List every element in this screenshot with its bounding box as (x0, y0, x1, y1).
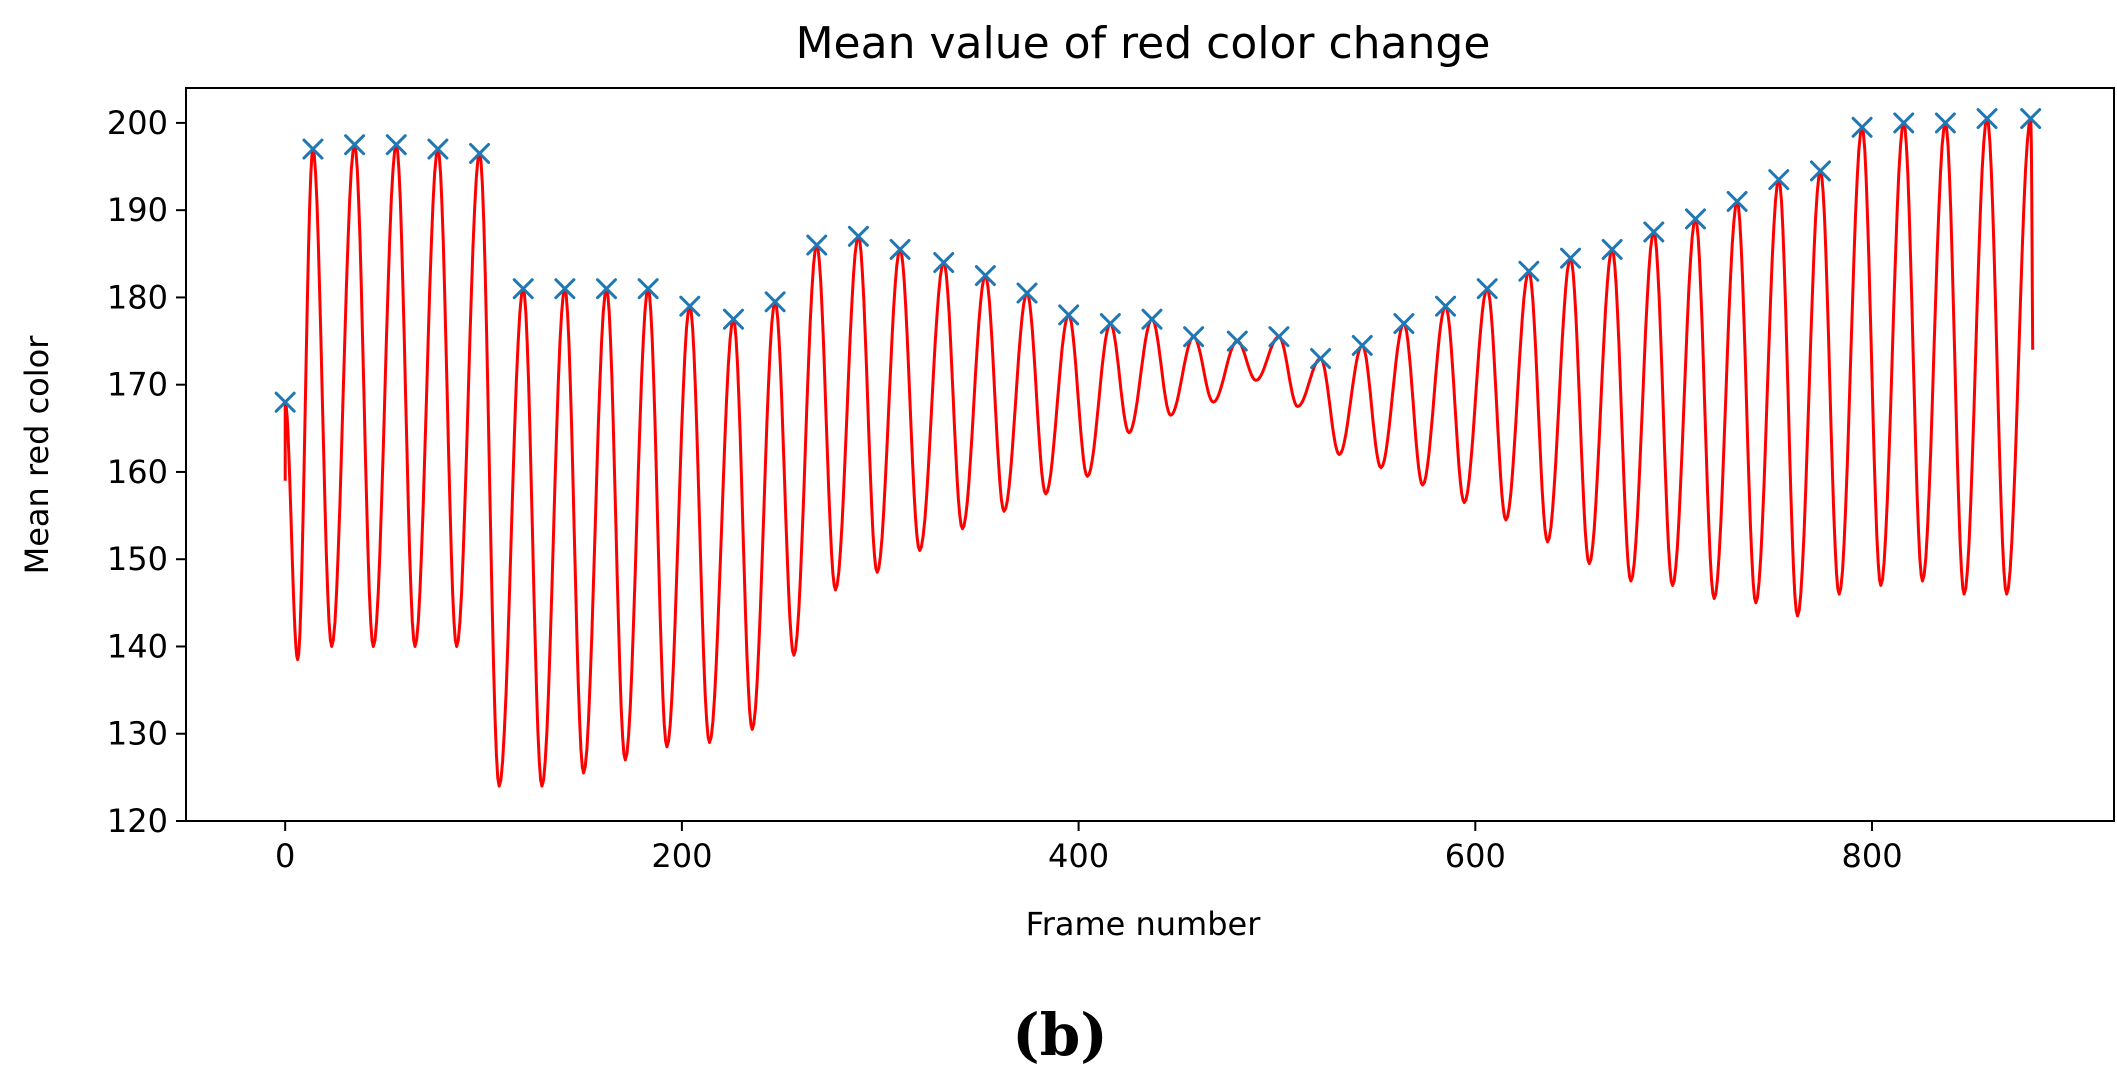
peak-marker (596, 278, 618, 300)
figure-caption: (b) (1012, 1001, 1107, 1069)
peak-marker (1934, 112, 1956, 134)
peak-marker (637, 278, 659, 300)
chart-title: Mean value of red color change (796, 18, 1491, 69)
peak-marker (722, 308, 744, 330)
peak-marker (889, 238, 911, 260)
peak-marker (1310, 348, 1332, 370)
y-tick-label: 120 (107, 802, 168, 840)
peak-marker (427, 138, 449, 160)
peak-marker (933, 252, 955, 274)
peak-marker (1768, 169, 1790, 191)
x-tick-label: 200 (651, 837, 712, 875)
peak-marker (1016, 282, 1038, 304)
x-tick-label: 0 (275, 837, 295, 875)
x-tick-label: 400 (1048, 837, 1109, 875)
peak-marker (1268, 326, 1290, 348)
peak-marker (1058, 304, 1080, 326)
peak-marker (469, 142, 491, 164)
peak-marker (1351, 334, 1373, 356)
peak-marker (1893, 112, 1915, 134)
x-tick-label: 800 (1841, 837, 1902, 875)
peak-marker (1726, 190, 1748, 212)
peak-marker (1476, 278, 1498, 300)
y-tick-label: 200 (107, 104, 168, 142)
y-tick-label: 130 (107, 715, 168, 753)
x-axis-label: Frame number (1026, 905, 1262, 943)
peak-marker (1183, 326, 1205, 348)
y-tick-label: 160 (107, 453, 168, 491)
peak-marker (1684, 208, 1706, 230)
peak-marker (1099, 313, 1121, 335)
y-tick-label: 180 (107, 278, 168, 316)
series-line-mean-red-color (283, 117, 2035, 788)
peak-marker (274, 391, 296, 413)
peak-marker (974, 265, 996, 287)
peak-marker (1435, 295, 1457, 317)
peak-marker (1393, 313, 1415, 335)
plot-area (274, 108, 2042, 788)
peak-marker (1976, 108, 1998, 130)
peak-marker (1226, 330, 1248, 352)
peak-marker (679, 295, 701, 317)
peak-markers (274, 108, 2042, 413)
peak-marker (1141, 308, 1163, 330)
y-tick-label: 140 (107, 627, 168, 665)
peak-marker (512, 278, 534, 300)
peak-marker (764, 291, 786, 313)
axes-frame (185, 87, 2115, 822)
x-tick-label: 600 (1445, 837, 1506, 875)
peak-marker (1809, 160, 1831, 182)
peak-marker (2020, 108, 2042, 130)
y-axis-ticks: 120 130 140 150 160 170 180 190 200 (107, 104, 186, 840)
y-tick-label: 150 (107, 540, 168, 578)
peak-marker (554, 278, 576, 300)
y-tick-label: 190 (107, 191, 168, 229)
peak-marker (1601, 238, 1623, 260)
peak-marker (1851, 116, 1873, 138)
peak-marker (1560, 247, 1582, 269)
peak-marker (385, 134, 407, 156)
peak-marker (1643, 221, 1665, 243)
peak-marker (847, 225, 869, 247)
peak-marker (302, 138, 324, 160)
peak-marker (344, 134, 366, 156)
y-axis-label: Mean red color (18, 335, 56, 575)
peak-marker (1518, 260, 1540, 282)
x-axis-ticks: 0 200 400 600 800 (275, 821, 1903, 875)
peak-marker (806, 234, 828, 256)
y-tick-label: 170 (107, 366, 168, 404)
